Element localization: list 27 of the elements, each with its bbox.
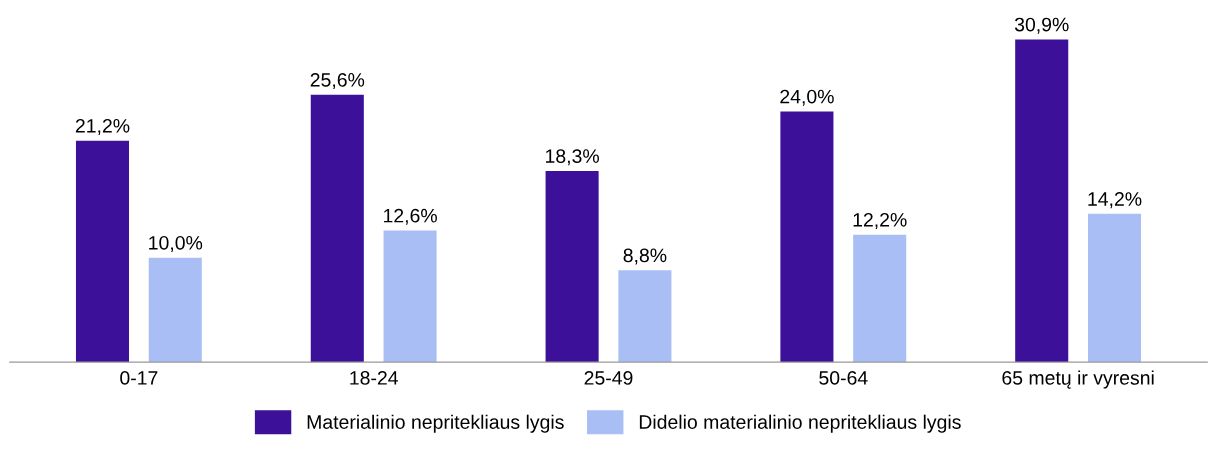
data-label: 24,0% (780, 89, 834, 106)
bar (1015, 39, 1069, 363)
x-tick-label: 18-24 (350, 371, 398, 385)
bar (1087, 213, 1142, 363)
data-label: 8,8% (623, 248, 667, 265)
legend-label: Materialinio nepritekliaus lygis (307, 414, 564, 433)
data-label: 12,6% (384, 208, 437, 225)
data-label: 12,2% (853, 212, 907, 230)
bar (853, 234, 907, 363)
data-label: 14,2% (1088, 192, 1142, 209)
legend-label: Didelio materialinio nepritekliaus lygis (639, 414, 961, 433)
bar (148, 257, 202, 363)
bar (618, 270, 672, 363)
data-label: 10,0% (149, 235, 203, 252)
x-tick-label: 65 metų ir vyresni (1002, 370, 1154, 389)
bar (310, 94, 364, 363)
bar (780, 111, 834, 363)
data-label: 25,6% (310, 73, 365, 90)
bar (545, 171, 599, 363)
x-tick-label: 25-49 (584, 371, 633, 385)
data-label: 21,2% (75, 118, 130, 136)
x-tick-label: 0-17 (120, 371, 158, 385)
x-tick-label: 50-64 (819, 371, 868, 385)
bar (383, 230, 437, 363)
bar (75, 140, 130, 363)
data-label: 18,3% (546, 149, 599, 166)
data-label: 30,9% (1014, 17, 1069, 34)
